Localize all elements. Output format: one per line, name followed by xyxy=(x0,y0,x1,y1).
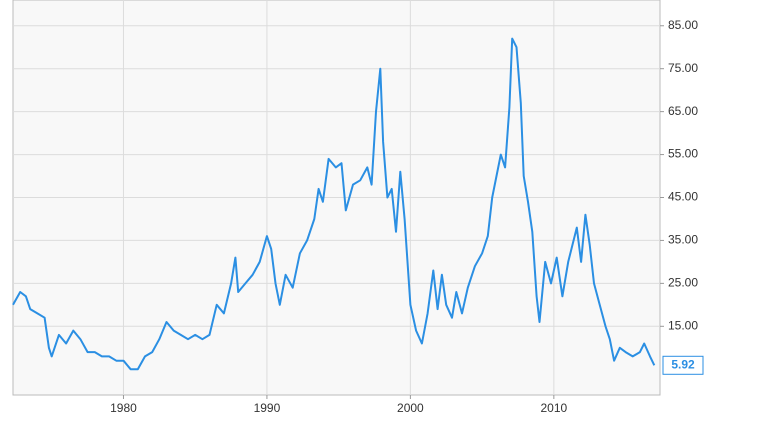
last-value-label: 5.92 xyxy=(671,357,695,371)
y-tick-label: 45.00 xyxy=(668,190,698,204)
y-tick-label: 55.00 xyxy=(668,147,698,161)
x-tick-label: 1980 xyxy=(110,401,137,415)
y-tick-label: 75.00 xyxy=(668,61,698,75)
y-tick-label: 85.00 xyxy=(668,18,698,32)
last-value-box xyxy=(662,355,704,375)
x-tick-label: 2010 xyxy=(540,401,567,415)
x-tick-label: 2000 xyxy=(397,401,424,415)
y-tick-label: 35.00 xyxy=(668,233,698,247)
x-tick-label: 1990 xyxy=(254,401,281,415)
y-tick-label: 65.00 xyxy=(668,104,698,118)
y-tick-label: 15.00 xyxy=(668,318,698,332)
y-tick-label: 25.00 xyxy=(668,276,698,290)
line xyxy=(12,37,656,371)
